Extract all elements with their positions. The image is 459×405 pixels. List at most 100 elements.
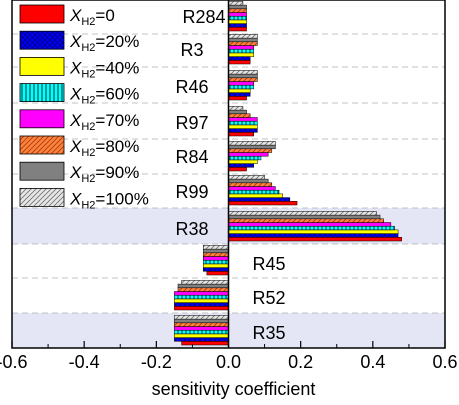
legend-label: XH2=0 bbox=[69, 6, 115, 28]
legend-swatch bbox=[19, 109, 65, 129]
bar-r284-series-1 bbox=[228, 23, 247, 28]
legend-label: XH2=100% bbox=[69, 189, 149, 211]
bar-r284-series-5 bbox=[228, 8, 247, 13]
bar-r46-series-3 bbox=[228, 84, 255, 90]
bar-r84-series-1 bbox=[228, 163, 255, 168]
bar-r46-series-7 bbox=[228, 70, 258, 75]
legend-label: XH2=70% bbox=[69, 111, 139, 133]
bar-r46-series-5 bbox=[228, 77, 258, 82]
bar-r99-series-7 bbox=[228, 175, 265, 180]
bar-r97-series-1 bbox=[228, 128, 258, 133]
bar-r284-series-6 bbox=[228, 4, 247, 10]
bar-r99-series-5 bbox=[228, 182, 273, 187]
bar-r97-series-0 bbox=[228, 132, 255, 137]
bar-r99-series-3 bbox=[228, 189, 280, 195]
bar-r52-series-7 bbox=[181, 280, 229, 285]
legend-swatch bbox=[19, 135, 65, 155]
category-labels: R284 R3 R46 R97 R84 R99 R38 R45 R52 R35 bbox=[175, 7, 285, 343]
bar-r52-series-2 bbox=[174, 298, 229, 303]
bar-r52-series-3 bbox=[174, 294, 229, 300]
bar-r35-series-2 bbox=[174, 333, 229, 338]
bar-r52-series-1 bbox=[174, 302, 229, 307]
legend-entry-0: XH2=0 bbox=[19, 4, 115, 28]
category-label-r99: R99 bbox=[175, 182, 208, 202]
bar-r45-series-2 bbox=[202, 263, 229, 268]
bar-r52-series-6 bbox=[177, 283, 229, 289]
bar-r84-series-7 bbox=[228, 141, 276, 146]
x-axis-label: sensitivity coefficient bbox=[152, 379, 316, 399]
category-dividers bbox=[12, 33, 445, 314]
x-tick-label: -0.6 bbox=[0, 352, 28, 372]
bar-r3-series-7 bbox=[228, 34, 258, 39]
bar-r35-series-1 bbox=[174, 337, 229, 342]
bar-r3-series-5 bbox=[228, 41, 258, 46]
bar-r284-series-3 bbox=[228, 15, 247, 21]
bar-r99-series-2 bbox=[228, 193, 283, 198]
bar-r38-series-5 bbox=[228, 218, 384, 223]
category-label-r97: R97 bbox=[175, 113, 208, 133]
bar-r38-series-6 bbox=[228, 214, 381, 220]
bar-r99-series-6 bbox=[228, 178, 269, 184]
category-label-r45: R45 bbox=[252, 254, 285, 274]
bar-r45-series-0 bbox=[206, 271, 229, 276]
x-tick-label: 0.0 bbox=[216, 352, 241, 372]
bar-r35-series-6 bbox=[174, 318, 229, 324]
bar-r46-series-0 bbox=[228, 96, 247, 101]
bar-r84-series-0 bbox=[228, 167, 247, 172]
bar-r84-series-3 bbox=[228, 155, 262, 161]
category-label-r46: R46 bbox=[175, 77, 208, 97]
legend-label: XH2=60% bbox=[69, 85, 139, 107]
legend-entry-5: XH2=80% bbox=[19, 135, 139, 159]
bar-r38-series-1 bbox=[228, 233, 399, 238]
bar-r284-series-0 bbox=[228, 27, 247, 32]
bar-r97-series-3 bbox=[228, 120, 258, 126]
bar-r38-series-2 bbox=[228, 229, 399, 234]
bar-r97-series-2 bbox=[228, 124, 258, 129]
bar-r84-series-2 bbox=[228, 159, 258, 164]
bar-r3-series-4 bbox=[228, 45, 255, 50]
bar-r45-series-1 bbox=[202, 267, 229, 272]
bar-r45-series-3 bbox=[202, 259, 229, 265]
legend-swatch bbox=[19, 161, 65, 181]
x-tick-label: 0.6 bbox=[432, 352, 457, 372]
bar-r97-series-7 bbox=[228, 106, 244, 111]
bar-r284-series-4 bbox=[228, 12, 247, 17]
legend-swatch bbox=[19, 57, 65, 76]
bar-r35-series-0 bbox=[181, 341, 229, 346]
legend: XH2=0 XH2=20% XH2=40% XH2=60% XH2=70% XH2=80%… bbox=[19, 4, 149, 211]
legend-entry-3: XH2=60% bbox=[19, 83, 139, 107]
bar-r45-series-6 bbox=[202, 248, 229, 254]
bar-r97-series-6 bbox=[228, 109, 247, 115]
bars bbox=[174, 1, 402, 346]
legend-swatch bbox=[19, 4, 65, 24]
category-label-r52: R52 bbox=[252, 288, 285, 308]
bar-r99-series-0 bbox=[228, 201, 298, 206]
bar-r99-series-1 bbox=[228, 197, 291, 202]
legend-label: XH2=20% bbox=[69, 32, 139, 54]
bar-r35-series-5 bbox=[174, 322, 229, 327]
category-label-r35: R35 bbox=[252, 323, 285, 343]
bar-r46-series-4 bbox=[228, 81, 255, 86]
bar-r284-series-7 bbox=[228, 1, 244, 6]
legend-entry-6: XH2=90% bbox=[19, 161, 139, 185]
bar-r284-series-2 bbox=[228, 19, 247, 24]
bar-r3-series-2 bbox=[228, 52, 255, 57]
bar-r84-series-5 bbox=[228, 148, 273, 153]
bar-r97-series-4 bbox=[228, 117, 258, 122]
bar-r3-series-1 bbox=[228, 56, 251, 61]
legend-label: XH2=40% bbox=[69, 58, 139, 80]
bar-r38-series-3 bbox=[228, 225, 395, 231]
bar-r84-series-4 bbox=[228, 152, 269, 157]
legend-swatch bbox=[19, 187, 65, 207]
bar-r97-series-5 bbox=[228, 113, 251, 118]
bar-r38-series-0 bbox=[228, 237, 402, 242]
x-tick-label: 0.4 bbox=[360, 352, 385, 372]
legend-swatch bbox=[19, 30, 65, 50]
bar-r46-series-6 bbox=[228, 73, 258, 79]
legend-entry-7: XH2=100% bbox=[19, 187, 149, 211]
bar-r52-series-4 bbox=[174, 291, 229, 296]
bar-r46-series-2 bbox=[228, 88, 251, 93]
bar-r35-series-4 bbox=[174, 326, 229, 331]
category-label-r3: R3 bbox=[180, 40, 203, 60]
